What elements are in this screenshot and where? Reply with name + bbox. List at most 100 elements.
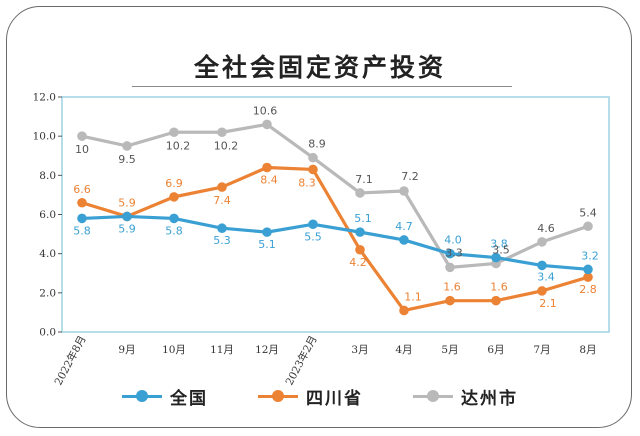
legend-item-sichuan: 四川省	[258, 384, 363, 409]
data-label-sichuan: 1.6	[443, 281, 461, 294]
series-line-sichuan	[81, 165, 589, 313]
x-tick-label: 9月	[118, 344, 135, 356]
data-label-dazhou: 3.3	[445, 246, 463, 259]
data-label-dazhou: 4.6	[537, 222, 555, 235]
data-point-sichuan	[399, 305, 409, 316]
data-point-national	[445, 248, 455, 259]
title-underline	[132, 86, 512, 87]
data-label-national: 3.4	[537, 270, 555, 283]
data-point-sichuan	[169, 192, 179, 202]
legend-marker-sichuan	[258, 389, 298, 403]
data-label-sichuan: 6.6	[73, 183, 91, 196]
legend-label-dazhou: 达州市	[461, 388, 518, 409]
data-labels: 5.8 5.9 5.8 5.3 5.1 5.5 5.1 4.7 4.0 3.8 3.4 3.2 6.6 5…	[73, 104, 599, 309]
y-tick-label: 4.0	[39, 248, 56, 260]
plot-border	[61, 96, 610, 333]
data-label-national: 3.8	[490, 238, 508, 251]
data-point-national	[399, 235, 409, 245]
legend-item-dazhou: 达州市	[413, 384, 518, 409]
x-tick-label: 8月	[579, 344, 596, 356]
legend-marker-national	[122, 389, 162, 403]
x-tick-label: 5月	[441, 344, 458, 356]
data-label-sichuan: 8.3	[298, 176, 316, 189]
legend-label-national: 全国	[170, 388, 208, 409]
data-point-national	[537, 260, 547, 271]
legend-item-national: 全国	[122, 384, 208, 409]
series-lines	[77, 119, 593, 316]
data-point-sichuan	[491, 295, 501, 306]
data-point-sichuan	[537, 286, 547, 296]
data-label-dazhou: 3.5	[492, 243, 510, 256]
data-label-dazhou: 10.2	[166, 139, 191, 152]
data-label-national: 4.7	[395, 220, 413, 233]
x-tick-label: 4月	[395, 344, 412, 356]
data-label-sichuan: 2.1	[539, 297, 557, 310]
data-label-national: 3.2	[581, 249, 599, 262]
data-point-national	[217, 223, 227, 234]
data-point-national	[262, 227, 272, 237]
data-label-dazhou: 5.4	[579, 206, 597, 219]
data-label-dazhou: 10	[75, 143, 89, 156]
legend-marker-dazhou	[413, 389, 453, 403]
data-label-dazhou: 7.2	[401, 170, 419, 183]
x-tick-label: 7月	[533, 344, 550, 356]
data-point-national	[355, 227, 365, 237]
x-tick-label: 10月	[162, 344, 186, 356]
y-tick-label: 12.0	[33, 92, 56, 104]
data-point-dazhou	[77, 131, 87, 141]
y-tick-label: 8.0	[39, 170, 56, 182]
data-point-sichuan	[262, 162, 272, 173]
data-point-national	[491, 252, 501, 263]
data-label-sichuan: 6.9	[165, 177, 183, 190]
data-label-dazhou: 8.9	[308, 138, 326, 151]
data-label-sichuan: 5.9	[118, 196, 136, 209]
data-label-sichuan: 8.4	[260, 174, 278, 187]
y-tick-label: 0.0	[39, 327, 56, 339]
data-label-sichuan: 2.8	[579, 283, 597, 296]
data-point-national	[583, 264, 593, 275]
chart-legend: 全国 四川省 达州市	[0, 384, 640, 409]
y-tick-label: 10.0	[33, 131, 56, 143]
data-point-dazhou	[169, 127, 179, 138]
data-point-dazhou	[217, 127, 227, 138]
data-point-dazhou	[122, 141, 132, 151]
data-point-sichuan	[77, 197, 87, 208]
x-tick-label: 2022年8月	[52, 333, 89, 387]
data-point-dazhou	[583, 221, 593, 232]
data-label-national: 5.9	[118, 222, 136, 235]
y-tick-label: 2.0	[39, 287, 56, 299]
data-point-sichuan	[308, 164, 318, 175]
data-label-national: 5.5	[304, 230, 322, 243]
data-label-dazhou: 7.1	[355, 173, 373, 186]
legend-dot-national	[136, 390, 148, 402]
data-label-dazhou: 9.5	[118, 153, 136, 166]
series-line-national	[81, 214, 589, 271]
data-point-sichuan	[355, 244, 365, 255]
data-point-national	[169, 213, 179, 224]
x-tick-label: 11月	[210, 344, 234, 356]
data-point-national	[77, 213, 87, 224]
data-point-sichuan	[583, 272, 593, 282]
data-point-sichuan	[445, 295, 455, 306]
data-point-dazhou	[355, 188, 365, 198]
data-label-national: 5.1	[258, 238, 276, 251]
data-point-national	[308, 219, 318, 230]
chart-title: 全社会固定资产投资	[193, 53, 446, 82]
x-tick-label: 3月	[351, 344, 368, 356]
data-point-dazhou	[399, 186, 409, 196]
data-label-national: 5.1	[354, 212, 372, 225]
x-tick-label: 12月	[255, 344, 279, 356]
data-label-dazhou: 10.6	[253, 104, 278, 117]
data-point-sichuan	[217, 182, 227, 192]
series-line-dazhou	[81, 122, 589, 269]
legend-label-sichuan: 四川省	[306, 388, 363, 409]
data-label-sichuan: 4.2	[349, 256, 367, 269]
data-label-national: 5.8	[165, 224, 183, 237]
y-tick-label: 6.0	[39, 209, 56, 221]
legend-dot-dazhou	[427, 390, 439, 402]
legend-dot-sichuan	[272, 390, 284, 402]
data-label-national: 4.0	[444, 234, 462, 247]
data-label-sichuan: 1.6	[490, 281, 508, 294]
data-point-dazhou	[537, 237, 547, 247]
